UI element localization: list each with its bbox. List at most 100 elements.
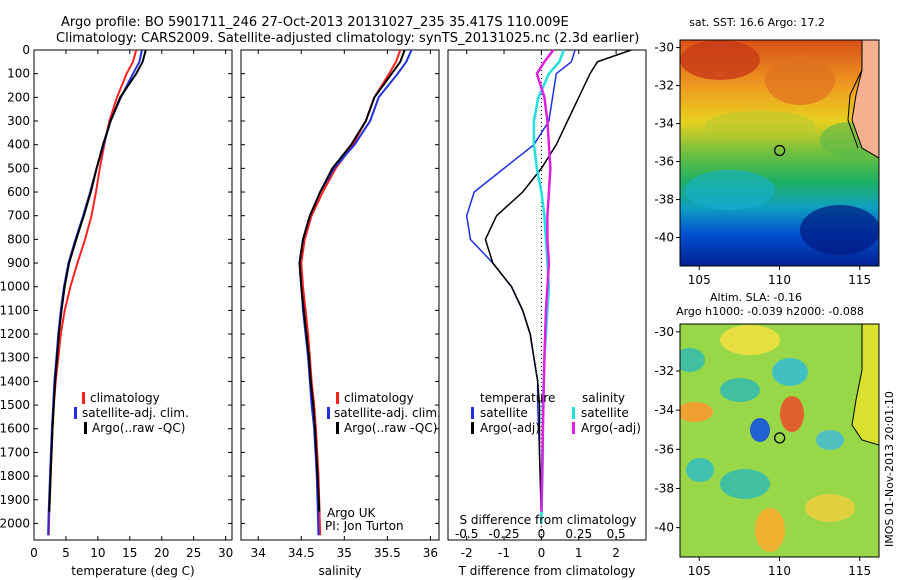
x-tick-label: 10 <box>90 546 105 560</box>
sla-map-title: Altim. SLA: -0.16 <box>710 291 802 304</box>
difference-legend: temperature salinity satellite Argo(-adj… <box>471 391 641 435</box>
y-tick-label: -32 <box>654 79 674 93</box>
series-line <box>484 49 632 512</box>
legend-swatch-temp-satellite <box>471 407 474 419</box>
x-tick-label: 34.5 <box>288 546 315 560</box>
difference-x2label: S difference from climatology <box>460 513 637 527</box>
temperature-axes <box>33 49 233 541</box>
y-tick-label: -36 <box>654 155 674 169</box>
sst-field <box>680 40 879 266</box>
y-tick-label: 300 <box>7 114 30 128</box>
series-line <box>298 49 406 512</box>
x-tick-label: 110 <box>768 273 791 287</box>
sst-coastline <box>851 40 879 159</box>
y-tick-label: -34 <box>654 403 674 417</box>
y-tick-label: -30 <box>654 41 674 55</box>
y-tick-label: -40 <box>654 521 674 535</box>
y-tick-label: 1100 <box>0 303 30 317</box>
difference-x2ticks: -0.5-0.2500.250.5 <box>455 527 626 541</box>
x-tick-label: 15 <box>122 546 137 560</box>
pi-annotation: PI: Jon Turton <box>325 519 404 533</box>
y-tick-label: 1400 <box>0 374 30 388</box>
temperature-legend: climatology satellite-adj. clim. Argo(..… <box>74 391 189 435</box>
legend-swatch-satellite <box>74 407 77 419</box>
legend-swatch-climatology <box>82 392 85 404</box>
temperature-yticks: 0 100 200 300 400 500 600 700 800 900 1000 1100 1200… <box>0 43 232 530</box>
legend-label-sal-argo: Argo(-adj) <box>581 421 641 435</box>
x-tick-label: 105 <box>688 564 711 578</box>
legend-label-climatology: climatology <box>90 391 160 405</box>
y-tick-label: 1300 <box>0 351 30 365</box>
x-tick-label: 105 <box>688 273 711 287</box>
y-tick-label: 1600 <box>0 422 30 436</box>
salinity-lines <box>298 49 413 536</box>
difference-panel: -2 -1 0 1 2 -0.5 -0.25 0 0.25 0.5 S difference f… <box>447 49 647 578</box>
legend-title-salinity: salinity <box>582 391 625 405</box>
salinity-xlabel: salinity <box>318 564 361 578</box>
x-tick-label: -1 <box>498 546 510 560</box>
y-tick-label: -34 <box>654 117 674 131</box>
y-tick-label: 500 <box>7 161 30 175</box>
y-tick-label: 900 <box>7 256 30 270</box>
header-line-1: Argo profile: BO 5901711_246 27-Oct-2013… <box>61 15 569 30</box>
y-tick-label: 2000 <box>0 516 30 530</box>
temperature-panel: 0100200300400500600700800900100011001200… <box>0 43 233 578</box>
legend-swatch-satellite <box>327 407 330 419</box>
legend-swatch-sal-satellite <box>572 407 575 419</box>
legend-swatch-climatology <box>336 392 339 404</box>
sla-xticks: 105 110 115 <box>688 557 871 578</box>
x2-tick-label: 0.25 <box>565 527 592 541</box>
legend-label-argo: Argo(..raw -QC) <box>344 421 437 435</box>
salinity-panel: 34 34.5 35 35.5 36 salinity climatology sate… <box>240 49 441 578</box>
y-tick-label: 400 <box>7 138 30 152</box>
x-tick-label: 30 <box>218 546 233 560</box>
difference-xticks: -2 -1 0 1 2 <box>461 50 620 560</box>
y-tick-label: -32 <box>654 364 674 378</box>
sla-field <box>680 324 879 557</box>
legend-swatch-argo <box>84 422 87 434</box>
legend-label-temp-satellite: satellite <box>480 406 528 420</box>
x-tick-label: 34 <box>251 546 266 560</box>
legend-label-argo: Argo(..raw -QC) <box>92 421 185 435</box>
temperature-xticks: 0 5 10 15 20 25 30 <box>30 50 233 560</box>
header-line-2: Climatology: CARS2009. Satellite-adjuste… <box>56 31 639 46</box>
x-tick-label: 20 <box>154 546 169 560</box>
temperature-lines <box>47 49 147 536</box>
sla-coastline <box>851 324 879 446</box>
y-tick-label: 200 <box>7 90 30 104</box>
salinity-xticks: 34 34.5 35 35.5 36 <box>251 50 438 560</box>
salinity-yticks <box>241 49 439 524</box>
sla-map-subtitle: Argo h1000: -0.039 h2000: -0.088 <box>676 305 864 318</box>
legend-swatch-sal-argo <box>572 422 575 434</box>
y-tick-label: -36 <box>654 442 674 456</box>
argo-location-marker <box>773 144 786 157</box>
legend-label-temp-argo: Argo(-adj) <box>480 421 540 435</box>
y-tick-label: 1700 <box>0 445 30 459</box>
x2-tick-label: 0.5 <box>607 527 626 541</box>
x-tick-label: 0 <box>538 546 546 560</box>
y-tick-label: 600 <box>7 185 30 199</box>
y-tick-label: 1900 <box>0 493 30 507</box>
series-line <box>48 49 147 512</box>
legend-label-climatology: climatology <box>344 391 414 405</box>
x-tick-label: 25 <box>186 546 201 560</box>
x-tick-label: 35.5 <box>374 546 401 560</box>
x2-tick-label: -0.5 <box>455 527 478 541</box>
argo-uk-annotation: Argo UK <box>327 506 376 520</box>
y-tick-label: 0 <box>22 43 30 57</box>
x-tick-label: 110 <box>768 564 791 578</box>
temperature-xlabel: temperature (deg C) <box>71 564 194 578</box>
x-tick-label: 0 <box>30 546 38 560</box>
series-line <box>535 49 555 512</box>
x-tick-label: -2 <box>461 546 473 560</box>
y-tick-label: -38 <box>654 193 674 207</box>
sst-map-panel: sat. SST: 16.6 Argo: 17.2 -30-32-34-36-3… <box>654 16 880 287</box>
y-tick-label: -38 <box>654 481 674 495</box>
sla-map-panel: Altim. SLA: -0.16 Argo h1000: -0.039 h20… <box>654 291 880 578</box>
legend-label-satellite: satellite-adj. clim. <box>334 406 441 420</box>
x-tick-label: 5 <box>62 546 70 560</box>
x-tick-label: 35 <box>337 546 352 560</box>
x-tick-label: 36 <box>423 546 438 560</box>
y-tick-label: 1800 <box>0 469 30 483</box>
